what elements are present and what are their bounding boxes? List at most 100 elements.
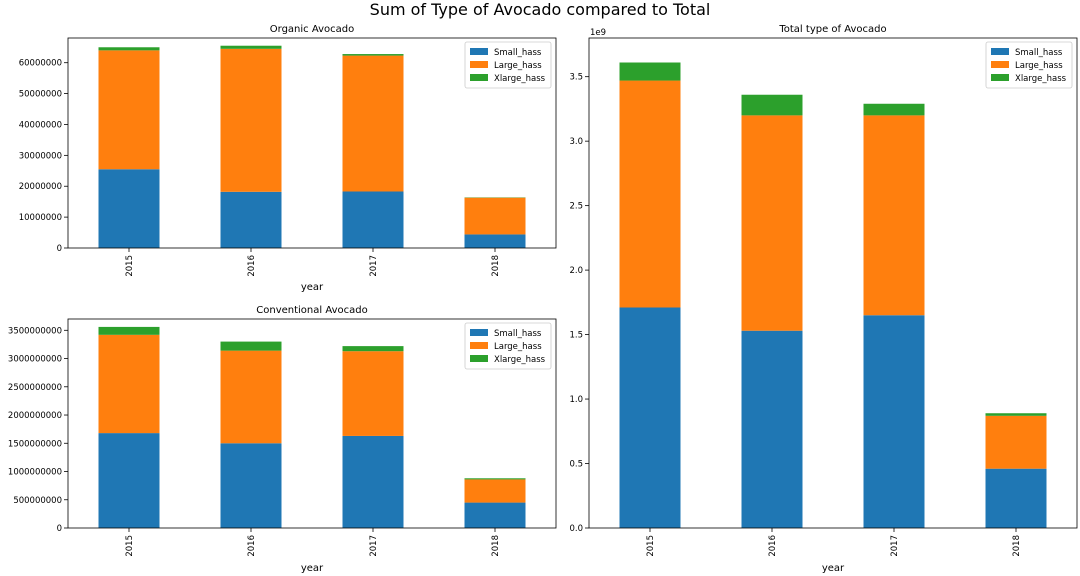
bar-large_hass-2018 <box>464 479 526 503</box>
x-axis-label: year <box>301 563 324 574</box>
legend-swatch <box>470 342 488 349</box>
bar-xlarge_hass-2016 <box>220 341 282 351</box>
bar-small_hass-2017 <box>863 315 925 528</box>
bar-small_hass-2016 <box>741 330 803 528</box>
legend-swatch <box>991 61 1009 68</box>
bar-small_hass-2017 <box>342 435 404 528</box>
y-tick-label: 2.0 <box>569 266 583 276</box>
y-tick-label: 20000000 <box>19 182 62 192</box>
y-tick-label: 0 <box>57 524 62 534</box>
bar-small_hass-2017 <box>342 191 404 248</box>
bar-large_hass-2015 <box>98 50 160 170</box>
y-tick-label: 1000000000 <box>8 468 62 478</box>
bar-xlarge_hass-2017 <box>863 103 925 116</box>
legend-entry: Xlarge_hass <box>494 74 546 84</box>
axes-frame <box>67 37 557 249</box>
bar-small_hass-2018 <box>985 468 1047 528</box>
bar-small_hass-2016 <box>220 191 282 248</box>
legend-entry: Xlarge_hass <box>494 355 546 365</box>
legend-entry: Large_hass <box>494 342 542 352</box>
bar-xlarge_hass-2018 <box>464 478 526 480</box>
bar-small_hass-2018 <box>464 234 526 248</box>
bar-small_hass-2015 <box>619 307 681 528</box>
figure-suptitle: Sum of Type of Avocado compared to Total <box>370 0 711 19</box>
legend-entry: Small_hass <box>1015 48 1063 58</box>
legend-entry: Xlarge_hass <box>1015 74 1067 84</box>
x-axis-label: year <box>301 282 324 293</box>
chart-total: Total type of Avocado year 1e9 2015 2016 2… <box>569 24 1078 574</box>
y-tick-label: 500000000 <box>13 496 62 506</box>
x-tick-label: 2017 <box>890 535 900 557</box>
axes-frame <box>67 318 557 529</box>
y-offset-label: 1e9 <box>590 28 606 38</box>
y-tick-label: 2.5 <box>569 202 583 212</box>
chart-conventional: Conventional Avocado year 2015 2016 2017 20… <box>8 305 557 574</box>
bar-large_hass-2016 <box>741 115 803 331</box>
chart-title: Organic Avocado <box>270 24 354 35</box>
x-tick-label: 2017 <box>369 535 379 557</box>
chart-organic: Organic Avocado year 2015 2016 2017 2018 0 10… <box>19 24 557 293</box>
bar-small_hass-2015 <box>98 169 160 248</box>
legend-entry: Small_hass <box>494 48 542 58</box>
y-tick-label: 60000000 <box>19 59 62 69</box>
bar-large_hass-2016 <box>220 48 282 192</box>
legend-entry: Large_hass <box>494 61 542 71</box>
bar-large_hass-2015 <box>619 80 681 308</box>
y-tick-label: 3.0 <box>569 137 583 147</box>
bar-large_hass-2018 <box>985 415 1047 469</box>
bar-xlarge_hass-2017 <box>342 346 404 352</box>
bar-xlarge_hass-2016 <box>741 94 803 116</box>
x-tick-label: 2018 <box>1012 535 1022 557</box>
bar-small_hass-2016 <box>220 443 282 528</box>
bar-large_hass-2017 <box>342 351 404 436</box>
chart-title: Total type of Avocado <box>778 24 886 35</box>
bar-large_hass-2017 <box>342 55 404 192</box>
axes-frame <box>588 37 1078 529</box>
x-tick-label: 2016 <box>768 535 778 557</box>
x-tick-label: 2015 <box>646 535 656 557</box>
bar-xlarge_hass-2018 <box>985 413 1047 416</box>
legend-swatch <box>470 329 488 336</box>
x-tick-label: 2018 <box>491 255 501 277</box>
y-tick-label: 2500000000 <box>8 383 62 393</box>
x-tick-label: 2017 <box>369 255 379 277</box>
y-tick-label: 30000000 <box>19 151 62 161</box>
legend-swatch <box>470 61 488 68</box>
x-tick-label: 2016 <box>247 535 257 557</box>
y-tick-label: 0.0 <box>569 524 583 534</box>
y-tick-label: 1500000000 <box>8 439 62 449</box>
legend-entry: Large_hass <box>1015 61 1063 71</box>
bar-large_hass-2017 <box>863 115 925 316</box>
x-tick-label: 2015 <box>125 255 135 277</box>
y-tick-label: 10000000 <box>19 213 62 223</box>
y-tick-label: 3.5 <box>569 73 583 83</box>
y-tick-label: 1.0 <box>569 395 583 405</box>
y-tick-label: 1.5 <box>569 331 583 341</box>
y-tick-label: 0.5 <box>569 460 583 470</box>
bar-xlarge_hass-2015 <box>98 47 160 51</box>
y-tick-label: 40000000 <box>19 120 62 130</box>
legend-entry: Small_hass <box>494 329 542 339</box>
x-axis-label: year <box>822 563 845 574</box>
x-tick-label: 2016 <box>247 255 257 277</box>
y-tick-label: 0 <box>57 244 62 254</box>
bar-small_hass-2018 <box>464 502 526 528</box>
y-tick-label: 50000000 <box>19 90 62 100</box>
bar-xlarge_hass-2017 <box>342 54 404 56</box>
legend-swatch <box>991 48 1009 55</box>
chart-title: Conventional Avocado <box>256 305 367 316</box>
legend-swatch <box>470 48 488 55</box>
legend-swatch <box>470 355 488 362</box>
bar-xlarge_hass-2015 <box>619 62 681 81</box>
legend-swatch <box>470 74 488 81</box>
x-tick-label: 2015 <box>125 535 135 557</box>
bar-small_hass-2015 <box>98 433 160 528</box>
bar-xlarge_hass-2015 <box>98 326 160 335</box>
bar-large_hass-2018 <box>464 197 526 235</box>
y-tick-label: 3500000000 <box>8 326 62 336</box>
bar-large_hass-2016 <box>220 350 282 444</box>
x-tick-label: 2018 <box>491 535 501 557</box>
legend-swatch <box>991 74 1009 81</box>
y-tick-label: 3000000000 <box>8 355 62 365</box>
